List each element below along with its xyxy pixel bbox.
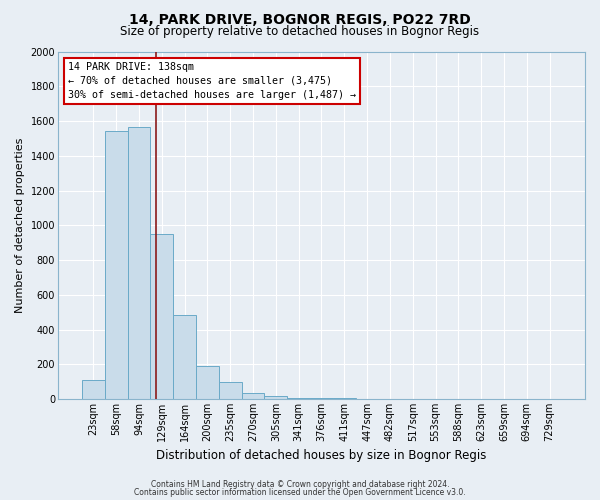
Bar bbox=[151, 234, 173, 399]
Text: Contains HM Land Registry data © Crown copyright and database right 2024.: Contains HM Land Registry data © Crown c… bbox=[151, 480, 449, 489]
Bar bbox=[196, 366, 219, 399]
Bar bbox=[219, 382, 242, 399]
Bar bbox=[310, 398, 333, 399]
Bar bbox=[173, 314, 196, 399]
Bar bbox=[333, 398, 356, 399]
X-axis label: Distribution of detached houses by size in Bognor Regis: Distribution of detached houses by size … bbox=[156, 450, 487, 462]
Bar bbox=[128, 127, 151, 399]
Text: Size of property relative to detached houses in Bognor Regis: Size of property relative to detached ho… bbox=[121, 25, 479, 38]
Text: 14 PARK DRIVE: 138sqm
← 70% of detached houses are smaller (3,475)
30% of semi-d: 14 PARK DRIVE: 138sqm ← 70% of detached … bbox=[68, 62, 356, 100]
Text: Contains public sector information licensed under the Open Government Licence v3: Contains public sector information licen… bbox=[134, 488, 466, 497]
Bar bbox=[82, 380, 105, 399]
Bar bbox=[265, 396, 287, 399]
Bar bbox=[242, 393, 265, 399]
Y-axis label: Number of detached properties: Number of detached properties bbox=[15, 138, 25, 313]
Bar bbox=[105, 132, 128, 399]
Bar bbox=[287, 398, 310, 399]
Text: 14, PARK DRIVE, BOGNOR REGIS, PO22 7RD: 14, PARK DRIVE, BOGNOR REGIS, PO22 7RD bbox=[129, 12, 471, 26]
